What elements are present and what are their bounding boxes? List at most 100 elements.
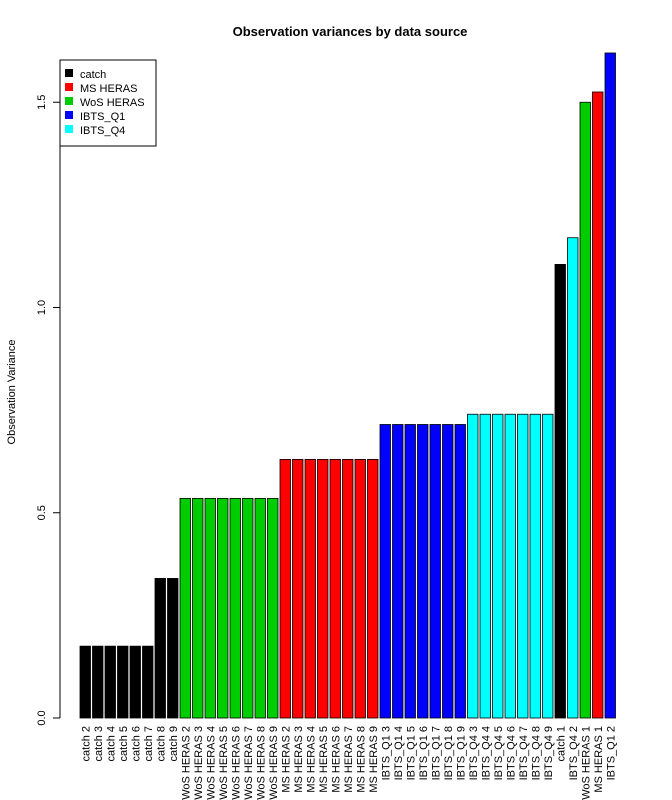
bars	[79, 52, 616, 719]
bar	[604, 52, 616, 719]
chart-title: Observation variances by data source	[233, 24, 468, 39]
x-tick-label: MS HERAS 6	[330, 726, 342, 793]
x-tick-label: IBTS_Q1 3	[380, 726, 392, 780]
x-tick-label: catch 1	[555, 726, 567, 761]
x-tick-label: IBTS_Q4 3	[468, 726, 480, 780]
bar	[554, 263, 566, 719]
bar	[79, 645, 91, 719]
x-tick-label: WoS HERAS 8	[255, 726, 267, 800]
bar	[104, 645, 116, 719]
x-tick-label: WoS HERAS 4	[205, 726, 217, 800]
x-tick-label: MS HERAS 3	[293, 726, 305, 793]
bar	[179, 497, 191, 719]
x-tick-label: catch 7	[143, 726, 155, 761]
x-tick-label: IBTS_Q4 8	[530, 726, 542, 780]
bar	[379, 424, 391, 719]
x-tick-label: IBTS_Q4 9	[543, 726, 555, 780]
bar	[242, 497, 254, 719]
bar	[492, 413, 504, 719]
legend-swatch	[65, 83, 73, 91]
legend-label: IBTS_Q1	[80, 111, 125, 123]
bar	[354, 458, 366, 719]
x-tick-label: WoS HERAS 9	[268, 726, 280, 800]
y-tick-label: 0.5	[36, 505, 48, 520]
bar	[542, 413, 554, 719]
bar	[592, 91, 604, 719]
bar	[92, 645, 104, 719]
legend-swatch	[65, 111, 73, 119]
bar	[142, 645, 154, 719]
bar	[517, 413, 529, 719]
bar	[342, 458, 354, 719]
x-tick-label: catch 4	[105, 726, 117, 761]
x-axis-labels: catch 2 catch 3 catch 4 catch 5 catch 6 catch…	[80, 726, 617, 800]
legend-swatch	[65, 97, 73, 105]
y-tick-label: 1.5	[36, 95, 48, 110]
legend: catch MS HERAS WoS HERAS IBTS_Q1 IBTS_Q4	[59, 59, 157, 147]
bar	[579, 101, 591, 719]
x-tick-label: IBTS_Q1 8	[443, 726, 455, 780]
x-tick-label: IBTS_Q1 5	[405, 726, 417, 780]
bar	[304, 458, 316, 719]
bar	[117, 645, 129, 719]
bar	[154, 578, 166, 719]
bar	[429, 424, 441, 719]
x-tick-label: catch 8	[155, 726, 167, 761]
bar	[454, 424, 466, 719]
x-tick-label: WoS HERAS 6	[230, 726, 242, 800]
x-tick-label: MS HERAS 7	[343, 726, 355, 793]
x-tick-label: MS HERAS 8	[355, 726, 367, 793]
bar	[467, 413, 479, 719]
bar	[479, 413, 491, 719]
bar	[417, 424, 429, 719]
legend-swatch	[65, 125, 73, 133]
y-axis-label: Observation Variance	[6, 340, 18, 445]
y-axis: 0.0 0.5 1.0 1.5	[36, 95, 61, 726]
x-tick-label: IBTS_Q1 9	[455, 726, 467, 780]
bar	[204, 497, 216, 719]
bar	[217, 497, 229, 719]
x-tick-label: catch 3	[93, 726, 105, 761]
bar	[392, 424, 404, 719]
legend-box	[59, 59, 157, 147]
bar	[567, 237, 579, 719]
x-tick-label: MS HERAS 9	[368, 726, 380, 793]
bar	[317, 458, 329, 719]
x-tick-label: WoS HERAS 5	[218, 726, 230, 800]
bar	[292, 458, 304, 719]
x-tick-label: catch 5	[118, 726, 130, 761]
x-tick-label: IBTS_Q4 6	[505, 726, 517, 780]
legend-label: WoS HERAS	[80, 97, 145, 109]
x-tick-label: IBTS_Q4 4	[480, 726, 492, 780]
x-tick-label: catch 2	[80, 726, 92, 761]
x-tick-label: IBTS_Q1 2	[605, 726, 617, 780]
bar	[442, 424, 454, 719]
x-tick-label: IBTS_Q4 2	[568, 726, 580, 780]
x-tick-label: WoS HERAS 7	[243, 726, 255, 800]
x-tick-label: catch 6	[130, 726, 142, 761]
legend-label: MS HERAS	[80, 83, 137, 95]
x-tick-label: IBTS_Q4 5	[493, 726, 505, 780]
bar	[279, 458, 291, 719]
x-tick-label: IBTS_Q4 7	[518, 726, 530, 780]
bar	[329, 458, 341, 719]
x-tick-label: catch 9	[168, 726, 180, 761]
x-tick-label: IBTS_Q1 6	[418, 726, 430, 780]
x-tick-label: WoS HERAS 3	[193, 726, 205, 800]
bar	[167, 578, 179, 719]
x-tick-label: IBTS_Q1 7	[430, 726, 442, 780]
y-tick-label: 1.0	[36, 300, 48, 315]
bar	[267, 497, 279, 719]
x-tick-label: WoS HERAS 2	[180, 726, 192, 800]
bar	[404, 424, 416, 719]
bar	[504, 413, 516, 719]
legend-label: catch	[80, 69, 106, 81]
y-tick-label: 0.0	[36, 710, 48, 725]
x-tick-label: WoS HERAS 1	[580, 726, 592, 800]
x-tick-label: MS HERAS 5	[318, 726, 330, 793]
bar	[192, 497, 204, 719]
bar	[254, 497, 266, 719]
x-tick-label: IBTS_Q1 4	[393, 726, 405, 780]
x-tick-label: MS HERAS 1	[593, 726, 605, 793]
